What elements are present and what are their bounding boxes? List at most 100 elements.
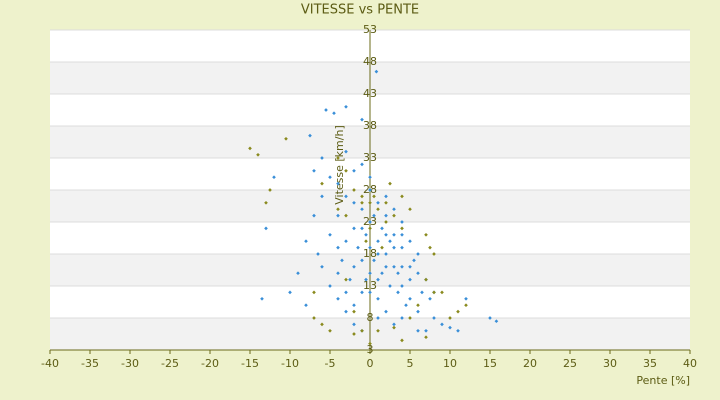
- point: [448, 316, 452, 320]
- point: [404, 303, 408, 308]
- point: [344, 239, 348, 244]
- point: [268, 188, 272, 192]
- point: [392, 245, 396, 250]
- point: [320, 264, 324, 269]
- point: [424, 335, 428, 340]
- point: [284, 136, 288, 141]
- x-tick-label: -20: [201, 357, 219, 370]
- y-tick-label: 8: [367, 311, 374, 324]
- point: [448, 325, 452, 330]
- point: [396, 271, 400, 276]
- point: [344, 213, 348, 218]
- point: [344, 290, 348, 295]
- point: [400, 245, 404, 250]
- point: [376, 328, 380, 333]
- point: [368, 290, 372, 295]
- x-tick-label: 30: [603, 357, 617, 370]
- point: [336, 271, 340, 276]
- point: [400, 264, 404, 269]
- point: [328, 328, 332, 333]
- point: [360, 207, 364, 212]
- point: [432, 252, 436, 256]
- x-axis-title: Pente [%]: [636, 374, 690, 387]
- point: [360, 162, 364, 167]
- point: [376, 239, 380, 244]
- point: [392, 213, 396, 218]
- point: [344, 277, 348, 282]
- point: [344, 168, 348, 173]
- point: [424, 277, 428, 282]
- point: [388, 181, 392, 186]
- point: [364, 239, 368, 244]
- point: [494, 319, 499, 324]
- point: [416, 328, 420, 333]
- x-tick-label: -40: [41, 357, 59, 370]
- y-tick-label: 33: [363, 151, 377, 164]
- point: [328, 232, 332, 237]
- point: [424, 232, 428, 237]
- x-tick-label: -25: [161, 357, 179, 370]
- point: [440, 322, 444, 327]
- y-tick-label: 18: [363, 247, 377, 260]
- x-tick-label: 15: [483, 357, 497, 370]
- point: [372, 258, 376, 263]
- point: [408, 277, 412, 282]
- point: [416, 252, 420, 256]
- x-tick-label: -10: [281, 357, 299, 370]
- point: [352, 200, 356, 205]
- point: [304, 303, 308, 308]
- point: [352, 264, 356, 269]
- point: [400, 232, 404, 237]
- point: [344, 104, 348, 109]
- y-axis-title: Vitesse [km/h]: [333, 125, 346, 205]
- point: [392, 322, 396, 327]
- point: [312, 213, 316, 218]
- point: [424, 328, 428, 333]
- point: [368, 271, 372, 276]
- point: [336, 213, 340, 218]
- point: [340, 258, 344, 263]
- point: [288, 290, 292, 295]
- point: [400, 226, 404, 231]
- point: [380, 245, 384, 250]
- x-tick-label: 10: [443, 357, 457, 370]
- point: [248, 146, 252, 151]
- point: [360, 226, 364, 231]
- point: [392, 325, 396, 330]
- point: [296, 271, 300, 276]
- y-tick-label: 3: [367, 343, 374, 356]
- point: [336, 156, 340, 160]
- x-tick-label: 20: [523, 357, 537, 370]
- point: [400, 316, 404, 320]
- point: [412, 258, 416, 263]
- point: [408, 264, 412, 269]
- point: [316, 252, 320, 256]
- point: [388, 239, 392, 244]
- point: [384, 232, 388, 237]
- point: [456, 309, 460, 314]
- point: [384, 309, 388, 314]
- point: [376, 200, 380, 205]
- x-tick-label: 35: [643, 357, 657, 370]
- point: [368, 220, 372, 224]
- point: [372, 213, 376, 218]
- point: [368, 175, 372, 180]
- point: [400, 220, 404, 224]
- point: [360, 328, 364, 333]
- x-tick-label: -30: [121, 357, 139, 370]
- point: [312, 316, 316, 320]
- point: [380, 226, 384, 231]
- point: [352, 309, 356, 314]
- y-tick-label: 43: [363, 87, 377, 100]
- x-tick-label: -5: [325, 357, 336, 370]
- point: [376, 252, 380, 256]
- point: [320, 322, 324, 327]
- point: [344, 309, 348, 314]
- point: [328, 284, 332, 288]
- point: [336, 207, 340, 212]
- point: [256, 152, 260, 157]
- point: [392, 232, 396, 237]
- point: [464, 303, 468, 308]
- point: [264, 226, 268, 231]
- point: [432, 290, 436, 295]
